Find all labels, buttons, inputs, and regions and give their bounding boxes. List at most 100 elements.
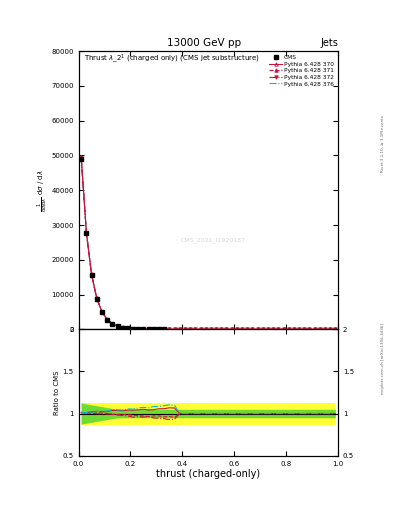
Pythia 6.428 371 xyxy=(188,326,193,332)
Pythia 6.428 371 xyxy=(250,326,255,332)
Pythia 6.428 371 xyxy=(151,326,156,332)
Pythia 6.428 370 xyxy=(281,326,286,332)
Pythia 6.428 376 xyxy=(229,326,234,332)
Pythia 6.428 372 xyxy=(136,326,141,332)
Text: CMS_2021_I1920187: CMS_2021_I1920187 xyxy=(181,238,246,243)
Line: Pythia 6.428 370: Pythia 6.428 370 xyxy=(79,156,337,331)
Pythia 6.428 376 xyxy=(302,326,307,332)
Pythia 6.428 372 xyxy=(333,326,338,332)
Pythia 6.428 370 xyxy=(323,326,327,332)
Pythia 6.428 376 xyxy=(286,326,291,332)
Pythia 6.428 376 xyxy=(125,325,130,331)
Pythia 6.428 370 xyxy=(245,326,250,332)
Pythia 6.428 370 xyxy=(146,326,151,332)
Pythia 6.428 372 xyxy=(146,326,151,332)
Pythia 6.428 372 xyxy=(110,321,115,327)
Pythia 6.428 372 xyxy=(292,326,296,332)
Pythia 6.428 372 xyxy=(125,325,130,331)
Pythia 6.428 376 xyxy=(255,326,260,332)
Pythia 6.428 371 xyxy=(271,326,275,332)
Pythia 6.428 371 xyxy=(292,326,296,332)
Pythia 6.428 376 xyxy=(79,155,84,161)
Pythia 6.428 371 xyxy=(110,321,115,327)
Pythia 6.428 370 xyxy=(157,326,162,332)
Pythia 6.428 370 xyxy=(177,326,182,332)
Pythia 6.428 370 xyxy=(250,326,255,332)
Pythia 6.428 370 xyxy=(115,323,120,329)
CMS xyxy=(84,230,89,237)
Pythia 6.428 371 xyxy=(125,325,130,331)
Text: Thrust $\lambda\_2^1$ (charged only) (CMS jet substructure): Thrust $\lambda\_2^1$ (charged only) (CM… xyxy=(84,53,260,66)
Pythia 6.428 370 xyxy=(302,326,307,332)
Pythia 6.428 370 xyxy=(193,326,198,332)
Pythia 6.428 370 xyxy=(172,326,177,332)
X-axis label: thrust (charged-only): thrust (charged-only) xyxy=(156,470,260,479)
CMS xyxy=(141,326,146,332)
Pythia 6.428 370 xyxy=(79,155,84,161)
Pythia 6.428 370 xyxy=(188,326,193,332)
CMS xyxy=(157,326,162,332)
Pythia 6.428 376 xyxy=(177,326,182,332)
Pythia 6.428 372 xyxy=(162,326,167,332)
CMS xyxy=(115,323,120,329)
Pythia 6.428 376 xyxy=(162,326,167,332)
Pythia 6.428 376 xyxy=(115,323,120,329)
Pythia 6.428 371 xyxy=(302,326,307,332)
Pythia 6.428 376 xyxy=(276,326,281,332)
Pythia 6.428 376 xyxy=(141,326,146,332)
Pythia 6.428 372 xyxy=(266,326,270,332)
Pythia 6.428 370 xyxy=(84,229,89,236)
CMS xyxy=(79,157,84,163)
Pythia 6.428 376 xyxy=(110,321,115,327)
Pythia 6.428 370 xyxy=(94,295,99,301)
Pythia 6.428 372 xyxy=(271,326,275,332)
Pythia 6.428 370 xyxy=(198,326,203,332)
Pythia 6.428 370 xyxy=(297,326,301,332)
Pythia 6.428 376 xyxy=(198,326,203,332)
Pythia 6.428 371 xyxy=(224,326,229,332)
Pythia 6.428 370 xyxy=(209,326,213,332)
Pythia 6.428 376 xyxy=(307,326,312,332)
Pythia 6.428 372 xyxy=(214,326,219,332)
Pythia 6.428 376 xyxy=(266,326,270,332)
Pythia 6.428 376 xyxy=(203,326,208,332)
Pythia 6.428 370 xyxy=(125,325,130,331)
Pythia 6.428 371 xyxy=(318,326,322,332)
Pythia 6.428 371 xyxy=(333,326,338,332)
Pythia 6.428 372 xyxy=(250,326,255,332)
CMS xyxy=(120,325,125,331)
Pythia 6.428 370 xyxy=(110,321,115,327)
Pythia 6.428 376 xyxy=(120,325,125,331)
Pythia 6.428 376 xyxy=(209,326,213,332)
Pythia 6.428 372 xyxy=(323,326,327,332)
Pythia 6.428 370 xyxy=(99,309,104,315)
Pythia 6.428 372 xyxy=(307,326,312,332)
Pythia 6.428 371 xyxy=(157,326,162,332)
Pythia 6.428 376 xyxy=(245,326,250,332)
Pythia 6.428 370 xyxy=(131,326,136,332)
Text: Rivet 3.1.10, ≥ 3.1M events: Rivet 3.1.10, ≥ 3.1M events xyxy=(381,115,385,172)
Line: Pythia 6.428 376: Pythia 6.428 376 xyxy=(81,158,335,329)
Pythia 6.428 371 xyxy=(172,326,177,332)
Pythia 6.428 371 xyxy=(115,323,120,329)
Pythia 6.428 370 xyxy=(183,326,187,332)
Pythia 6.428 370 xyxy=(318,326,322,332)
Line: Pythia 6.428 372: Pythia 6.428 372 xyxy=(79,156,337,331)
Pythia 6.428 372 xyxy=(131,326,136,332)
CMS xyxy=(110,321,115,327)
CMS xyxy=(105,316,110,323)
Y-axis label: $\frac{1}{\mathrm{d}\sigma/\mathrm{d}\lambda}\ \mathrm{d}\sigma\ /\ \mathrm{d}\l: $\frac{1}{\mathrm{d}\sigma/\mathrm{d}\la… xyxy=(35,169,50,211)
Pythia 6.428 371 xyxy=(312,326,317,332)
Pythia 6.428 371 xyxy=(105,316,110,323)
Pythia 6.428 371 xyxy=(245,326,250,332)
Pythia 6.428 370 xyxy=(151,326,156,332)
Pythia 6.428 370 xyxy=(203,326,208,332)
Pythia 6.428 376 xyxy=(281,326,286,332)
Pythia 6.428 376 xyxy=(261,326,265,332)
Pythia 6.428 371 xyxy=(146,326,151,332)
Pythia 6.428 370 xyxy=(136,326,141,332)
Pythia 6.428 371 xyxy=(323,326,327,332)
Legend: CMS, Pythia 6.428 370, Pythia 6.428 371, Pythia 6.428 372, Pythia 6.428 376: CMS, Pythia 6.428 370, Pythia 6.428 371,… xyxy=(268,54,335,88)
Pythia 6.428 371 xyxy=(203,326,208,332)
Pythia 6.428 372 xyxy=(286,326,291,332)
